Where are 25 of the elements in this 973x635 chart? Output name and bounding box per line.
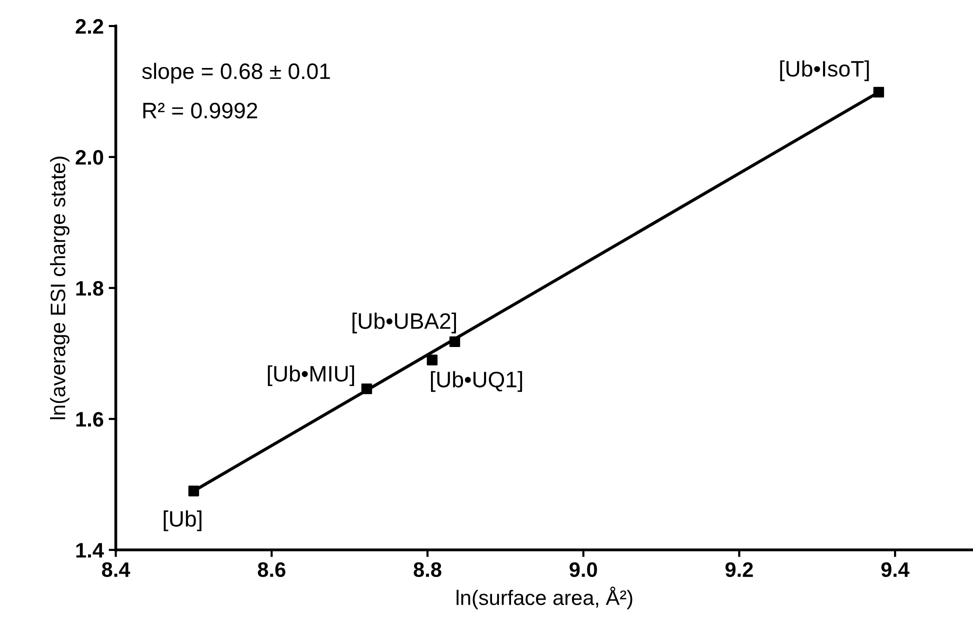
- y-tick-label: 2.2: [76, 19, 104, 34]
- annotation: [Ub]: [164, 510, 202, 532]
- y-axis-title: ln(average ESI charge state): [50, 156, 70, 420]
- x-tick-label: 8.6: [258, 562, 286, 578]
- x-tick-label: 9.0: [570, 562, 597, 578]
- y-tick-label: 1.4: [76, 543, 104, 558]
- x-tick-label: 8.8: [414, 562, 442, 578]
- point: [361, 383, 372, 394]
- point: [873, 86, 884, 98]
- point: [188, 486, 200, 496]
- x-tick-label: 9.4: [881, 562, 910, 578]
- point: [426, 354, 438, 366]
- x-tick-label: 9.2: [725, 562, 753, 578]
- x-tick-label: 8.4: [102, 562, 130, 578]
- annotation: R² = 0.9992: [143, 102, 258, 118]
- y-tick-label: 1.6: [76, 412, 104, 427]
- annotation: [Ub•UQ1]: [430, 371, 522, 392]
- x-axis-title: ln(surface area, Å²): [456, 586, 632, 610]
- annotation: [Ub•IsoT]: [780, 60, 869, 82]
- y-tick-label: 1.8: [76, 280, 104, 296]
- annotation: [Ub•UBA2]: [352, 312, 456, 334]
- annotation: slope = 0.68 ± 0.01: [142, 62, 330, 84]
- point: [449, 336, 460, 348]
- y-tick-label: 2.0: [76, 150, 104, 165]
- annotation: [Ub•MIU]: [268, 365, 354, 386]
